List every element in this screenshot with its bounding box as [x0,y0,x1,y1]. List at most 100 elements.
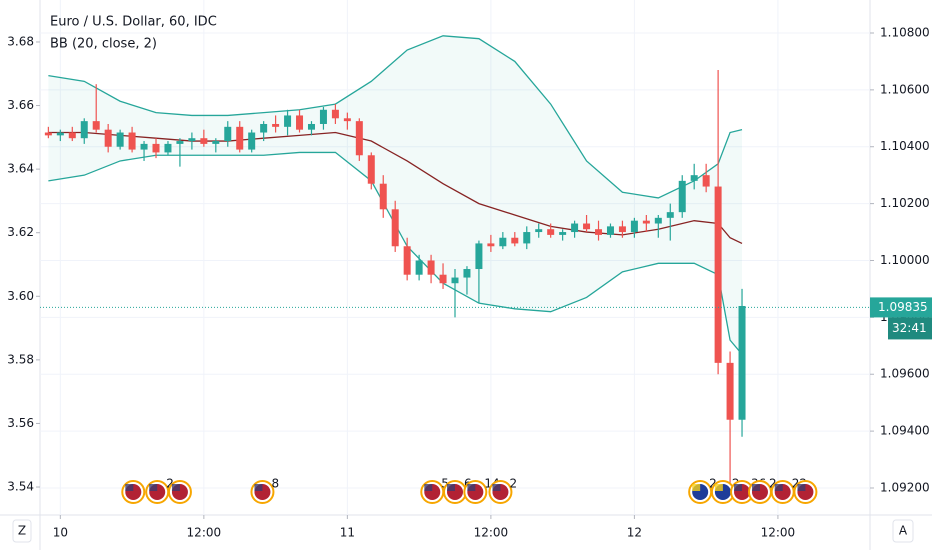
candle-body [272,123,280,127]
candle-body [535,229,543,233]
x-tick-label: 12 [627,526,642,540]
candle-body [44,132,52,136]
y-tick-label: 3.56 [7,416,34,430]
candle-body [296,115,304,130]
candle-body [164,143,172,153]
candle-body [583,223,591,230]
x-tick-label: 12:00 [761,526,796,540]
chart-title: Euro / U.S. Dollar, 60, IDC [50,15,217,30]
y2-tick-label: 1.09400 [880,424,930,438]
x-tick-label: 12:00 [474,526,509,540]
y-tick-label: 3.58 [7,352,34,366]
event-flag-canton [714,484,723,491]
y2-tick-label: 1.10800 [880,25,930,39]
candle-body [188,138,196,142]
event-flag-canton [149,484,158,491]
y-tick-label: 3.64 [7,162,34,176]
candle-body [499,237,507,247]
candle-body [463,269,471,278]
candle-body [236,126,244,150]
y-tick-label: 3.66 [7,98,34,112]
event-flag-canton [125,484,134,491]
candle-body [319,109,327,124]
candle-body [284,115,292,127]
candle-body [654,217,662,224]
countdown: 32:41 [892,321,927,335]
y2-tick-label: 1.10000 [880,253,930,267]
candle-body [666,212,674,218]
countdown-box [888,317,932,340]
auto-button-label[interactable]: A [899,524,908,538]
candle-body [595,229,603,235]
candle-body [260,123,268,133]
price-label: 1.09835 [878,300,928,314]
y2-tick-label: 1.09600 [880,367,930,381]
candle-body [678,180,686,213]
candle-body [738,305,746,420]
candle-body [511,237,519,244]
candle-body [331,109,339,119]
scale-button[interactable] [12,519,32,543]
candle-body [702,175,710,187]
event-count: 5 [441,477,449,491]
event-flag-canton [692,484,701,491]
event-count: 8 [271,477,279,491]
candle-body [547,229,555,235]
candle-body [571,223,579,233]
y-tick-label: 3.62 [7,225,34,239]
candle-body [128,132,136,150]
indicator-label: BB (20, close, 2) [50,37,157,52]
event-flag-canton [424,484,433,491]
price-label-box [870,297,932,318]
candle-body [152,143,160,153]
candle-body [307,123,315,130]
candle-body [451,277,459,284]
candle-body [415,260,423,275]
event-flag-canton [751,484,760,491]
y2-tick-label: 1.09200 [880,480,930,494]
candle-body [92,121,100,130]
band-middle [48,131,743,245]
candle-body [427,260,435,275]
candle-body [116,132,124,147]
candle-body [355,121,363,156]
candle-body [56,132,64,136]
candle-body [690,175,698,181]
y-tick-label: 3.68 [7,34,34,48]
event-flag-canton [797,484,806,491]
candle-body [714,186,722,363]
candle-body [439,274,447,284]
event-flag-canton [254,484,263,491]
candle-body [68,132,76,139]
candle-body [606,226,614,235]
band-lower [48,151,743,355]
candle-body [104,129,112,147]
candle-body [475,243,483,270]
event-flag-canton [171,484,180,491]
x-tick-label: 11 [340,526,355,540]
y2-tick-label: 1.10400 [880,139,930,153]
candle-body [642,220,650,224]
candle-body [403,246,411,275]
plot: 28561422236222 [40,35,870,504]
event-flag-canton [734,484,743,491]
event-flag-canton [774,484,783,491]
band-upper [48,35,743,199]
candle-body [140,143,148,150]
candle-body [391,209,399,247]
candle-body [379,183,387,210]
event-flag-canton [467,484,476,491]
event-count: 2 [166,477,174,491]
candle-body [176,141,184,144]
y-tick-label: 3.60 [7,289,34,303]
scale-button-label[interactable]: Z [18,524,26,538]
candle-body [343,118,351,122]
candle-body [224,126,232,142]
auto-button[interactable] [892,519,914,543]
event-count: 2 [709,477,717,491]
y-tick-label: 3.54 [7,480,34,494]
y2-tick-label: 1.10600 [880,82,930,96]
candle-body [248,132,256,150]
candle-body [487,243,495,247]
